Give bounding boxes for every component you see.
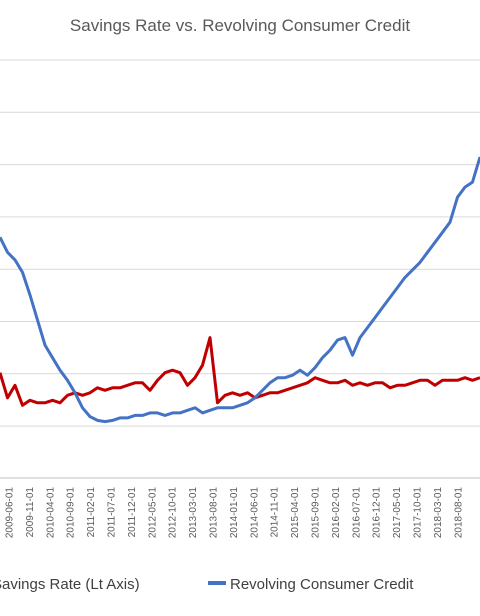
legend-label-savings-rate: Savings Rate (Lt Axis) bbox=[0, 576, 140, 593]
series-line-savings-rate bbox=[0, 336, 480, 407]
series-layer bbox=[0, 156, 480, 424]
x-tick-label: 2009-11-01 bbox=[25, 487, 36, 538]
x-tick-label: 2014-06-01 bbox=[249, 487, 260, 539]
chart-title: Savings Rate vs. Revolving Consumer Cred… bbox=[70, 16, 410, 35]
x-tick-label: 2011-07-01 bbox=[107, 487, 118, 538]
x-tick-label: 2013-08-01 bbox=[209, 487, 220, 539]
x-tick-label: 2016-07-01 bbox=[351, 487, 362, 539]
legend: Savings Rate (Lt Axis) Revolving Consume… bbox=[0, 576, 414, 593]
series-line-revolving-credit bbox=[0, 156, 480, 424]
x-tick-label: 2012-05-01 bbox=[147, 487, 158, 539]
x-tick-label: 2010-09-01 bbox=[66, 487, 77, 539]
x-axis-ticks: 2009-06-01 2009-11-01 2010-04-01 2010-09-01… bbox=[5, 487, 465, 539]
x-tick-label: 2014-11-01 bbox=[270, 487, 281, 538]
x-tick-label: 2016-02-01 bbox=[331, 487, 342, 539]
x-tick-label: 2011-12-01 bbox=[127, 487, 138, 538]
gridlines bbox=[0, 59, 480, 479]
x-tick-label: 2018-08-01 bbox=[453, 487, 464, 539]
x-tick-label: 2015-09-01 bbox=[311, 487, 322, 539]
x-tick-label: 2012-10-01 bbox=[168, 487, 179, 539]
x-tick-label: 2018-03-01 bbox=[433, 487, 444, 539]
legend-label-revolving-credit: Revolving Consumer Credit bbox=[230, 576, 414, 593]
x-tick-label: 2011-02-01 bbox=[86, 487, 97, 538]
x-tick-label: 2017-05-01 bbox=[392, 487, 403, 539]
x-tick-label: 2017-10-01 bbox=[413, 487, 424, 539]
x-tick-label: 2013-03-01 bbox=[188, 487, 199, 539]
x-tick-label: 2016-12-01 bbox=[372, 487, 383, 539]
x-tick-label: 2015-04-01 bbox=[290, 487, 301, 539]
x-tick-label: 2014-01-01 bbox=[229, 487, 240, 539]
x-tick-label: 2009-06-01 bbox=[5, 487, 16, 539]
x-tick-label: 2010-04-01 bbox=[45, 487, 56, 539]
